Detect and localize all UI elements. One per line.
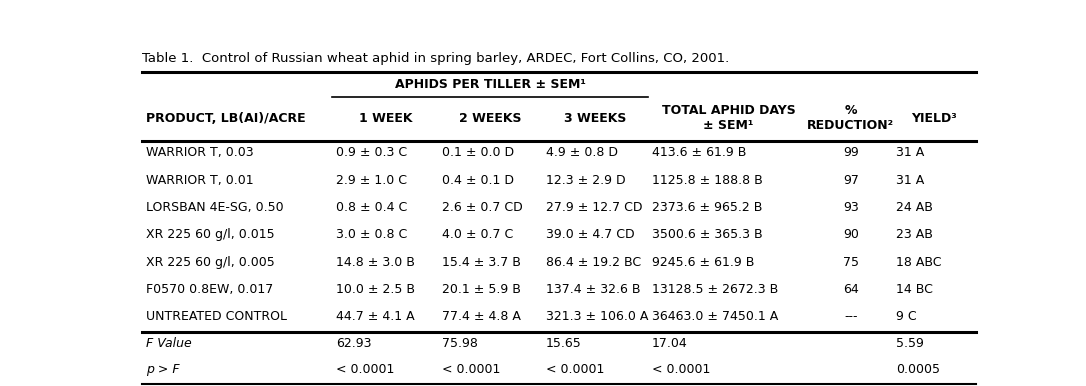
Text: < 0.0001: < 0.0001 [546,363,604,376]
Text: 10.0 ± 2.5 B: 10.0 ± 2.5 B [336,283,415,296]
Text: 14.8 ± 3.0 B: 14.8 ± 3.0 B [336,256,415,269]
Text: 321.3 ± 106.0 A: 321.3 ± 106.0 A [546,310,648,323]
Text: 0.0005: 0.0005 [896,363,939,376]
Text: 137.4 ± 32.6 B: 137.4 ± 32.6 B [546,283,641,296]
Text: 64: 64 [843,283,859,296]
Text: 18 ABC: 18 ABC [896,256,942,269]
Text: 2 WEEKS: 2 WEEKS [459,112,521,125]
Text: 23 AB: 23 AB [896,228,933,241]
Text: Table 1.  Control of Russian wheat aphid in spring barley, ARDEC, Fort Collins, : Table 1. Control of Russian wheat aphid … [142,52,730,65]
Text: 75: 75 [843,256,859,269]
Text: < 0.0001: < 0.0001 [652,363,710,376]
Text: XR 225 60 g/l, 0.005: XR 225 60 g/l, 0.005 [146,256,275,269]
Text: WARRIOR T, 0.03: WARRIOR T, 0.03 [146,146,253,159]
Text: 93: 93 [843,201,859,214]
Text: 3500.6 ± 365.3 B: 3500.6 ± 365.3 B [652,228,762,241]
Text: < 0.0001: < 0.0001 [442,363,500,376]
Text: 0.8 ± 0.4 C: 0.8 ± 0.4 C [336,201,407,214]
Text: LORSBAN 4E-SG, 0.50: LORSBAN 4E-SG, 0.50 [146,201,283,214]
Text: 31 A: 31 A [896,146,924,159]
Text: 5.59: 5.59 [896,337,923,350]
Text: 413.6 ± 61.9 B: 413.6 ± 61.9 B [652,146,746,159]
Text: F0570 0.8EW, 0.017: F0570 0.8EW, 0.017 [146,283,273,296]
Text: 15.65: 15.65 [546,337,581,350]
Text: YIELD³: YIELD³ [911,112,957,125]
Text: 44.7 ± 4.1 A: 44.7 ± 4.1 A [336,310,415,323]
Text: 77.4 ± 4.8 A: 77.4 ± 4.8 A [442,310,520,323]
Text: 3.0 ± 0.8 C: 3.0 ± 0.8 C [336,228,407,241]
Text: 39.0 ± 4.7 CD: 39.0 ± 4.7 CD [546,228,634,241]
Text: 90: 90 [843,228,859,241]
Text: PRODUCT, LB(AI)/ACRE: PRODUCT, LB(AI)/ACRE [146,112,305,125]
Text: TOTAL APHID DAYS
± SEM¹: TOTAL APHID DAYS ± SEM¹ [661,104,796,132]
Text: 15.4 ± 3.7 B: 15.4 ± 3.7 B [442,256,520,269]
Text: p > F: p > F [146,363,179,376]
Text: 13128.5 ± 2672.3 B: 13128.5 ± 2672.3 B [652,283,778,296]
Text: 20.1 ± 5.9 B: 20.1 ± 5.9 B [442,283,520,296]
Text: F Value: F Value [146,337,191,350]
Text: 31 A: 31 A [896,174,924,186]
Text: 0.4 ± 0.1 D: 0.4 ± 0.1 D [442,174,514,186]
Text: 1125.8 ± 188.8 B: 1125.8 ± 188.8 B [652,174,762,186]
Text: 86.4 ± 19.2 BC: 86.4 ± 19.2 BC [546,256,641,269]
Text: 97: 97 [843,174,859,186]
Text: 17.04: 17.04 [652,337,687,350]
Text: 4.0 ± 0.7 C: 4.0 ± 0.7 C [442,228,513,241]
Text: 36463.0 ± 7450.1 A: 36463.0 ± 7450.1 A [652,310,778,323]
Text: 75.98: 75.98 [442,337,478,350]
Text: 14 BC: 14 BC [896,283,933,296]
Text: 27.9 ± 12.7 CD: 27.9 ± 12.7 CD [546,201,642,214]
Text: 0.1 ± 0.0 D: 0.1 ± 0.0 D [442,146,514,159]
Text: 0.9 ± 0.3 C: 0.9 ± 0.3 C [336,146,407,159]
Text: < 0.0001: < 0.0001 [336,363,394,376]
Text: 24 AB: 24 AB [896,201,933,214]
Text: 3 WEEKS: 3 WEEKS [564,112,627,125]
Text: APHIDS PER TILLER ± SEM¹: APHIDS PER TILLER ± SEM¹ [395,78,585,91]
Text: %
REDUCTION²: % REDUCTION² [807,104,894,132]
Text: 99: 99 [843,146,859,159]
Text: 12.3 ± 2.9 D: 12.3 ± 2.9 D [546,174,626,186]
Text: 1 WEEK: 1 WEEK [358,112,412,125]
Text: 9 C: 9 C [896,310,917,323]
Text: WARRIOR T, 0.01: WARRIOR T, 0.01 [146,174,253,186]
Text: ---: --- [844,310,858,323]
Text: UNTREATED CONTROL: UNTREATED CONTROL [146,310,287,323]
Text: 62.93: 62.93 [336,337,371,350]
Text: XR 225 60 g/l, 0.015: XR 225 60 g/l, 0.015 [146,228,275,241]
Text: 2373.6 ± 965.2 B: 2373.6 ± 965.2 B [652,201,762,214]
Text: 2.6 ± 0.7 CD: 2.6 ± 0.7 CD [442,201,522,214]
Text: 2.9 ± 1.0 C: 2.9 ± 1.0 C [336,174,407,186]
Text: 9245.6 ± 61.9 B: 9245.6 ± 61.9 B [652,256,754,269]
Text: 4.9 ± 0.8 D: 4.9 ± 0.8 D [546,146,618,159]
